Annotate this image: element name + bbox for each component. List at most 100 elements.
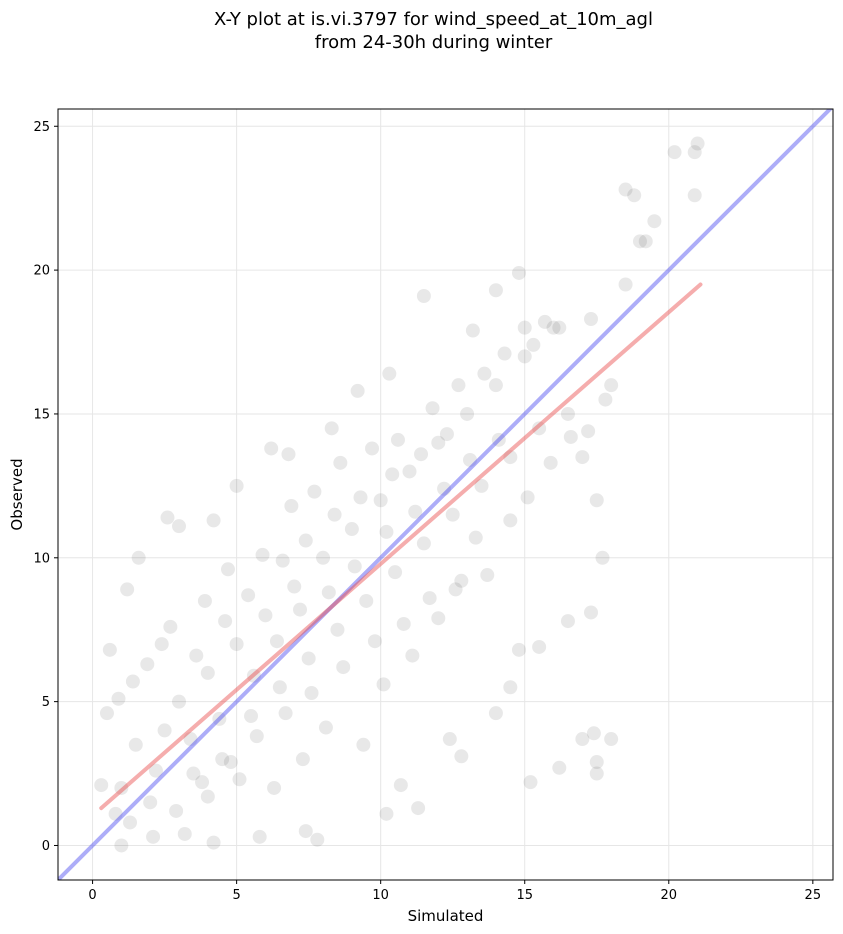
plot-frame [57,108,834,881]
scatter-point [411,801,426,816]
scatter-point [598,392,613,407]
scatter-point [94,778,109,793]
scatter-point [618,182,633,197]
scatter-point [367,634,382,649]
scatter-point [172,519,187,534]
scatter-point [264,441,279,456]
scatter-point [451,378,466,393]
scatter-point [604,378,619,393]
scatter-point [431,611,446,626]
scatter-point [462,452,477,467]
scatter-point [589,766,604,781]
scatter-point [382,366,397,381]
scatter-point [241,588,256,603]
scatter-point [503,680,518,695]
scatter-point [491,432,506,447]
one-to-one-line [58,109,833,880]
scatter-point [298,533,313,548]
scatter-point [627,188,642,203]
scatter-point [316,550,331,565]
scatter-point [200,789,215,804]
scatter-point [160,510,175,525]
scatter-point [488,283,503,298]
scatter-point [120,582,135,597]
scatter-point [583,605,598,620]
scatter-point [488,706,503,721]
scatter-point [422,591,437,606]
scatter-point [102,642,117,657]
scatter-point [586,726,601,741]
scatter-point [163,619,178,634]
scatter-point [647,214,662,229]
scatter-point [359,593,374,608]
scatter-point [284,499,299,514]
scatter-point [454,573,469,588]
scatter-point [275,553,290,568]
scatter-point [295,752,310,767]
scatter-point [327,507,342,522]
scatter-point [229,637,244,652]
scatter-point [379,806,394,821]
scatter-point [575,732,590,747]
scatter-point [344,522,359,537]
scatter-point [215,752,230,767]
scatter-point [246,668,261,683]
x-tick-label: 0 [88,888,96,903]
scatter-point [223,755,238,770]
scatter-point [595,550,610,565]
grid [58,109,833,880]
plot-area [58,109,833,880]
scatter-point [269,634,284,649]
scatter-point [169,803,184,818]
scatter-point [347,559,362,574]
scatter-point [379,524,394,539]
scatter-point [405,648,420,663]
chart-title: X-Y plot at is.vi.3797 for wind_speed_at… [0,8,843,54]
scatter-point [393,778,408,793]
scatter-point [333,455,348,470]
scatter-point [353,490,368,505]
scatter-point [108,806,123,821]
scatter-point [517,320,532,335]
x-axis-label: Simulated [408,907,484,925]
scatter-point [437,481,452,496]
scatter-point [177,826,192,841]
scatter-point [416,288,431,303]
scatter-point [439,427,454,442]
scatter-point [445,507,460,522]
scatter-point [143,795,158,810]
scatter-point [581,424,596,439]
scatter-point [278,706,293,721]
scatter-point [272,680,287,695]
scatter-point [563,429,578,444]
scatter-point [318,720,333,735]
x-tick-label: 15 [516,888,533,903]
y-axis-label: Observed [8,458,26,530]
scatter-point [431,435,446,450]
chart-title-line-1: X-Y plot at is.vi.3797 for wind_speed_at… [214,9,653,30]
scatter-point [172,694,187,709]
scatter-point [408,504,423,519]
scatter-point [146,829,161,844]
scatter-point [687,188,702,203]
scatter-point [154,637,169,652]
scatter-point [131,550,146,565]
scatter-point [575,450,590,465]
scatter-point [460,406,475,421]
scatter-point [220,562,235,577]
scatter-point [350,383,365,398]
scatter-point [212,711,227,726]
scatter-point [503,450,518,465]
scatter-point [526,337,541,352]
x-tick-label: 5 [232,888,240,903]
scatter-point [330,622,345,637]
scatter-point [388,565,403,580]
scatter-point [604,732,619,747]
scatter-point [252,829,267,844]
scatter-point [385,467,400,482]
scatter-point [99,706,114,721]
y-tick-label: 20 [33,264,50,279]
scatter-point [255,547,270,562]
scatter-point [560,614,575,629]
